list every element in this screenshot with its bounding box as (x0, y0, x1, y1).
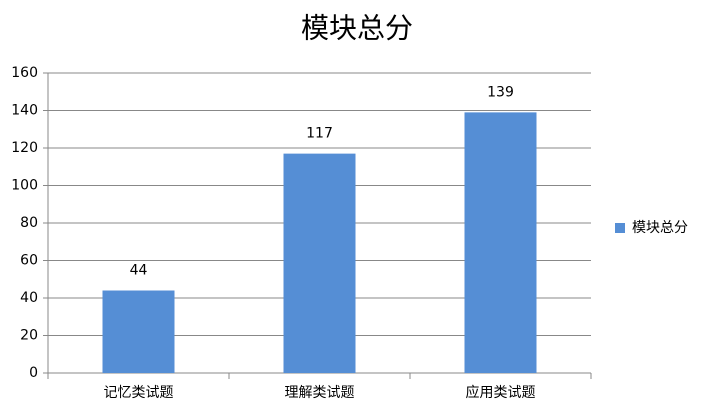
y-tick-label: 140 (11, 103, 38, 119)
y-tick-label: 100 (11, 178, 38, 194)
y-tick-label: 40 (20, 290, 38, 306)
x-tick-label: 理解类试题 (285, 385, 355, 401)
y-tick-label: 20 (20, 328, 38, 344)
chart-title: 模块总分 (301, 12, 413, 45)
data-label: 44 (130, 263, 148, 279)
y-tick-label: 60 (20, 253, 38, 269)
y-tick-label: 0 (29, 365, 38, 381)
x-tick-label: 记忆类试题 (104, 385, 174, 401)
y-tick-label: 160 (11, 65, 38, 81)
legend-label: 模块总分 (632, 220, 688, 236)
x-tick-label: 应用类试题 (466, 384, 536, 401)
data-label: 139 (487, 84, 514, 100)
data-label: 117 (306, 126, 333, 142)
bar (283, 153, 356, 373)
y-tick-label: 120 (11, 140, 38, 156)
bar (464, 112, 537, 373)
bar (102, 290, 175, 373)
legend-swatch (615, 223, 625, 233)
y-tick-label: 80 (20, 215, 38, 231)
